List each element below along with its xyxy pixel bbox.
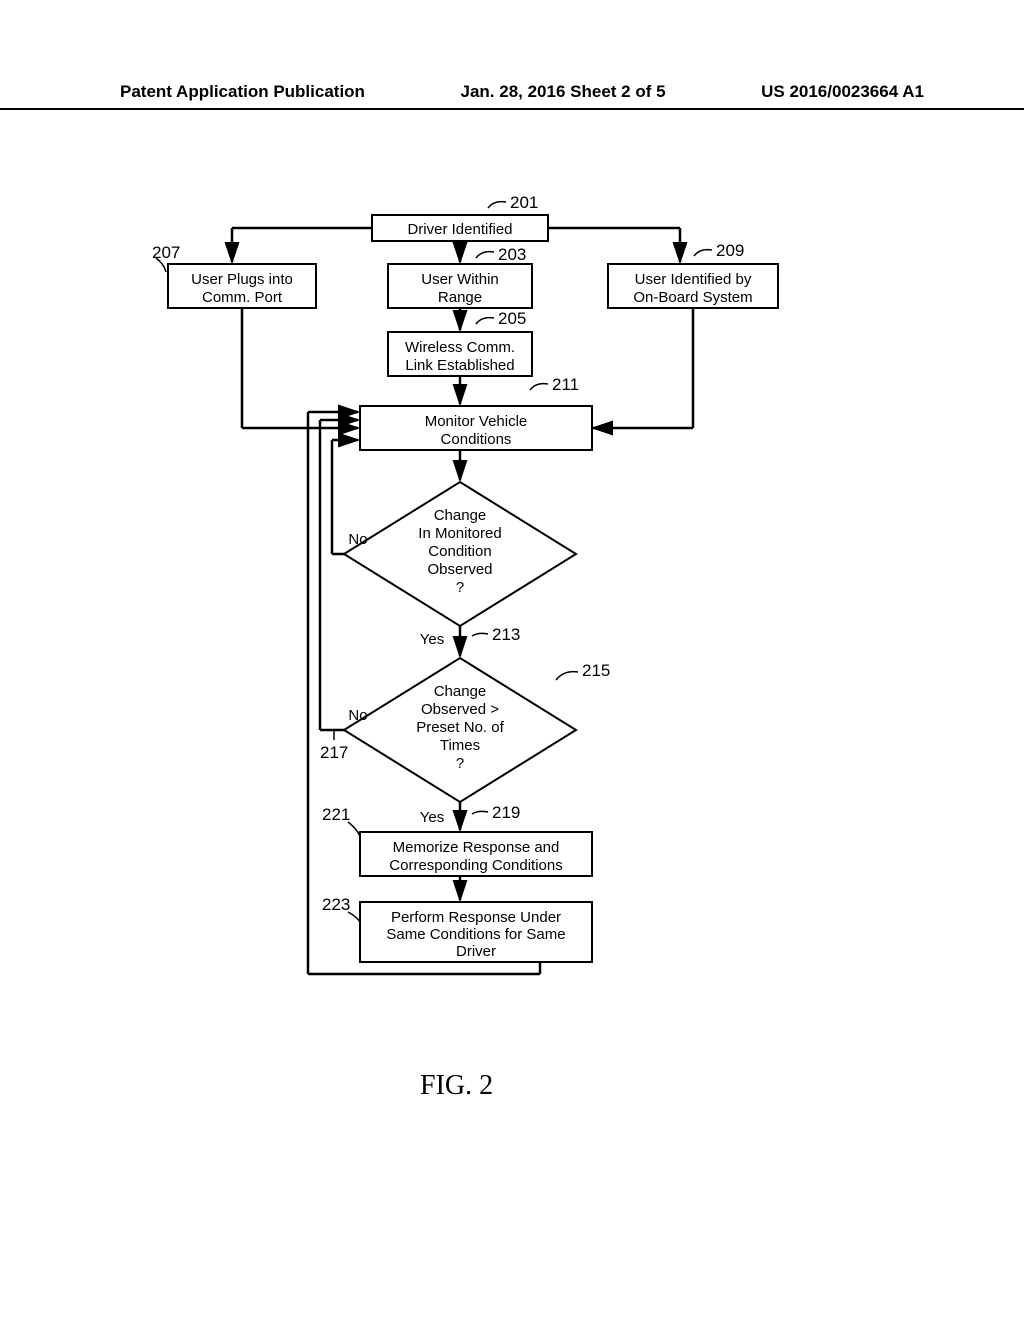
svg-text:Range: Range — [438, 289, 482, 306]
svg-text:217: 217 — [320, 743, 348, 762]
svg-text:Conditions: Conditions — [441, 431, 512, 448]
svg-text:Condition: Condition — [428, 543, 491, 560]
svg-text:Corresponding Conditions: Corresponding Conditions — [389, 857, 562, 874]
svg-text:201: 201 — [510, 193, 538, 212]
node-perform-response: Perform Response Under Same Conditions f… — [322, 895, 592, 962]
svg-text:Driver: Driver — [456, 943, 496, 960]
svg-text:209: 209 — [716, 241, 744, 260]
node-change-observed: Change In Monitored Condition Observed ? — [344, 482, 576, 626]
svg-text:211: 211 — [552, 375, 579, 394]
node-user-plugs-comm-port: User Plugs into Comm. Port 207 — [152, 243, 316, 308]
svg-text:Wireless Comm.: Wireless Comm. — [405, 339, 515, 356]
svg-text:Preset No. of: Preset No. of — [416, 719, 504, 736]
svg-text:Yes: Yes — [420, 631, 444, 648]
svg-text:219: 219 — [492, 803, 520, 822]
svg-text:Perform Response Under: Perform Response Under — [391, 909, 561, 926]
svg-text:221: 221 — [322, 805, 350, 824]
svg-text:Comm. Port: Comm. Port — [202, 289, 283, 306]
figure-label: FIG. 2 — [420, 1070, 493, 1102]
svg-text:215: 215 — [582, 661, 610, 680]
svg-text:213: 213 — [492, 625, 520, 644]
svg-text:User Plugs into: User Plugs into — [191, 271, 293, 288]
flowchart: Driver Identified 201 User Plugs into Co… — [0, 0, 1024, 1200]
svg-text:207: 207 — [152, 243, 180, 262]
svg-text:Observed >: Observed > — [421, 701, 499, 718]
svg-text:Memorize Response and: Memorize Response and — [393, 839, 560, 856]
svg-text:Monitor Vehicle: Monitor Vehicle — [425, 413, 528, 430]
node-memorize-response: Memorize Response and Corresponding Cond… — [322, 805, 592, 876]
svg-text:On-Board System: On-Board System — [633, 289, 752, 306]
node-driver-identified: Driver Identified 201 — [372, 193, 548, 241]
svg-text:Driver Identified: Driver Identified — [407, 221, 512, 238]
svg-text:Times: Times — [440, 737, 480, 754]
svg-text:?: ? — [456, 579, 464, 596]
svg-text:No: No — [348, 531, 367, 548]
svg-text:Change: Change — [434, 507, 487, 524]
svg-text:Yes: Yes — [420, 809, 444, 826]
node-wireless-link: Wireless Comm. Link Established — [388, 332, 532, 376]
svg-text:?: ? — [456, 755, 464, 772]
svg-text:In Monitored: In Monitored — [418, 525, 501, 542]
svg-text:No: No — [348, 707, 367, 724]
svg-text:Link Established: Link Established — [405, 357, 514, 374]
node-change-preset-times: Change Observed > Preset No. of Times ? … — [344, 658, 610, 802]
svg-text:Change: Change — [434, 683, 487, 700]
svg-text:223: 223 — [322, 895, 350, 914]
svg-text:Same Conditions for Same: Same Conditions for Same — [386, 926, 565, 943]
node-user-identified-onboard: User Identified by On-Board System 209 — [608, 241, 778, 308]
svg-text:User Identified by: User Identified by — [635, 271, 752, 288]
svg-text:205: 205 — [498, 309, 526, 328]
svg-text:User Within: User Within — [421, 271, 499, 288]
node-monitor-vehicle: Monitor Vehicle Conditions — [360, 406, 592, 450]
svg-text:Observed: Observed — [427, 561, 492, 578]
svg-text:203: 203 — [498, 245, 526, 264]
